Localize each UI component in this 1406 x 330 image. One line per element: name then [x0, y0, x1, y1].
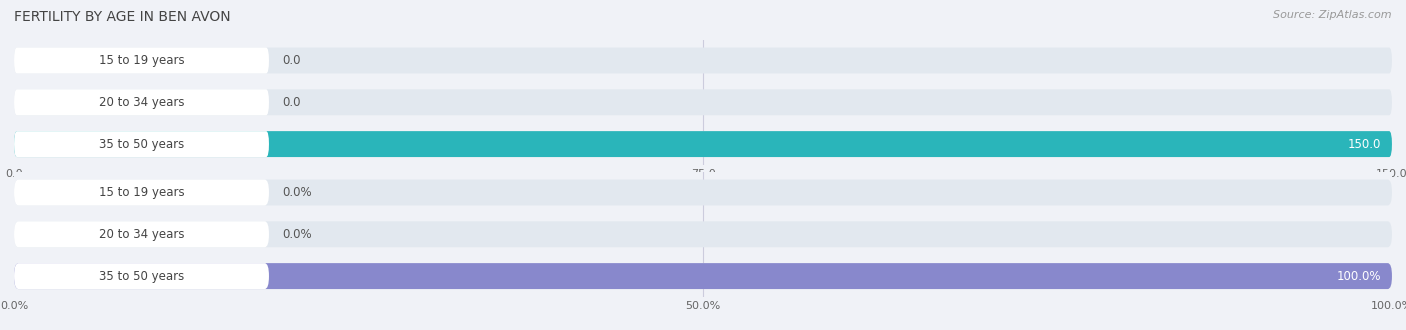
FancyBboxPatch shape	[14, 48, 1392, 74]
FancyBboxPatch shape	[14, 89, 269, 115]
Text: 150.0: 150.0	[1347, 138, 1381, 150]
Text: 35 to 50 years: 35 to 50 years	[98, 270, 184, 282]
Text: 15 to 19 years: 15 to 19 years	[98, 186, 184, 199]
Text: 0.0%: 0.0%	[283, 228, 312, 241]
FancyBboxPatch shape	[14, 131, 1392, 157]
Text: 20 to 34 years: 20 to 34 years	[98, 228, 184, 241]
Text: 100.0%: 100.0%	[1337, 270, 1381, 282]
FancyBboxPatch shape	[14, 180, 1392, 206]
Text: 0.0%: 0.0%	[283, 186, 312, 199]
Text: FERTILITY BY AGE IN BEN AVON: FERTILITY BY AGE IN BEN AVON	[14, 10, 231, 24]
FancyBboxPatch shape	[14, 48, 269, 74]
FancyBboxPatch shape	[14, 89, 1392, 115]
FancyBboxPatch shape	[14, 131, 269, 157]
Text: 0.0: 0.0	[283, 54, 301, 67]
FancyBboxPatch shape	[14, 221, 269, 247]
FancyBboxPatch shape	[14, 131, 1392, 157]
FancyBboxPatch shape	[14, 263, 269, 289]
FancyBboxPatch shape	[14, 263, 1392, 289]
Text: 15 to 19 years: 15 to 19 years	[98, 54, 184, 67]
FancyBboxPatch shape	[14, 221, 1392, 247]
Text: 0.0: 0.0	[283, 96, 301, 109]
Text: Source: ZipAtlas.com: Source: ZipAtlas.com	[1274, 10, 1392, 20]
FancyBboxPatch shape	[14, 263, 1392, 289]
FancyBboxPatch shape	[14, 180, 269, 206]
Text: 20 to 34 years: 20 to 34 years	[98, 96, 184, 109]
Text: 35 to 50 years: 35 to 50 years	[98, 138, 184, 150]
